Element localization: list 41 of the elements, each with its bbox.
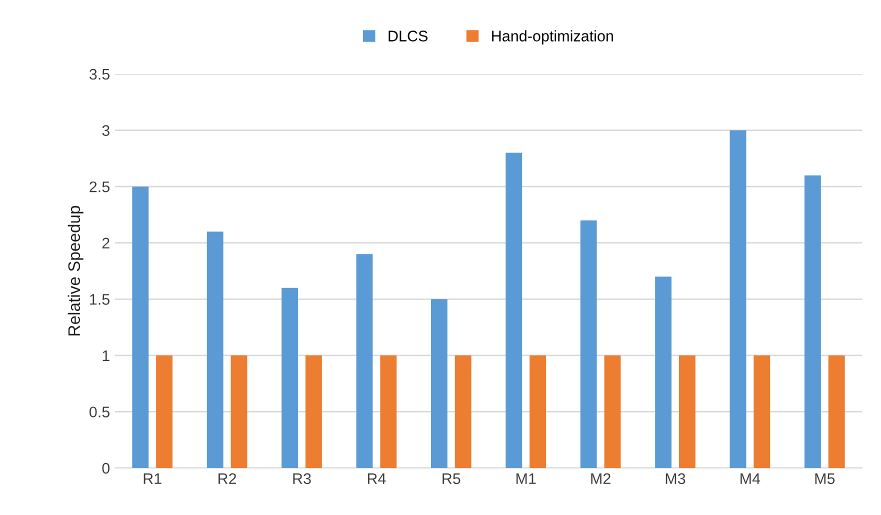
x-tick-label: M4 (740, 473, 760, 484)
legend-label: Hand-optimization (492, 30, 613, 44)
bar (604, 355, 621, 468)
bar (655, 276, 672, 468)
bar (230, 355, 248, 468)
legend-label: DLCS (388, 30, 428, 42)
y-tick-label: 0 (102, 462, 110, 474)
bar (430, 299, 448, 468)
bar (506, 152, 522, 468)
y-tick-label: 1.5 (90, 294, 110, 305)
x-tick-label: M1 (516, 473, 536, 484)
bar (730, 130, 746, 468)
y-tick-label: 3.5 (89, 68, 110, 80)
x-tick-label: R1 (144, 473, 162, 484)
x-tick-label: M5 (815, 473, 835, 484)
bar (356, 254, 373, 468)
bar (580, 220, 597, 468)
bar (454, 355, 472, 468)
y-tick-label: 1 (102, 350, 110, 361)
bar (530, 355, 546, 468)
bar (804, 175, 821, 468)
x-tick-label: R4 (368, 473, 386, 484)
bar (380, 355, 397, 468)
y-tick-label: 2.5 (90, 181, 110, 192)
bar (828, 355, 845, 468)
y-axis-title: Relative Speedup (68, 206, 84, 336)
x-tick-label: M3 (666, 473, 686, 484)
bar (156, 355, 173, 468)
x-tick-label: R2 (218, 473, 236, 484)
bar (282, 288, 298, 468)
bar (305, 355, 322, 468)
x-tick-label: R5 (442, 473, 460, 484)
y-tick-label: 2 (102, 238, 110, 248)
bar (754, 355, 770, 468)
x-tick-label: M2 (591, 473, 610, 484)
y-tick-label: 0.5 (90, 406, 110, 418)
y-tick-label: 3 (102, 125, 110, 136)
bar (132, 186, 149, 468)
bar (678, 355, 696, 468)
x-tick-label: R3 (293, 473, 311, 484)
bar (206, 232, 224, 468)
